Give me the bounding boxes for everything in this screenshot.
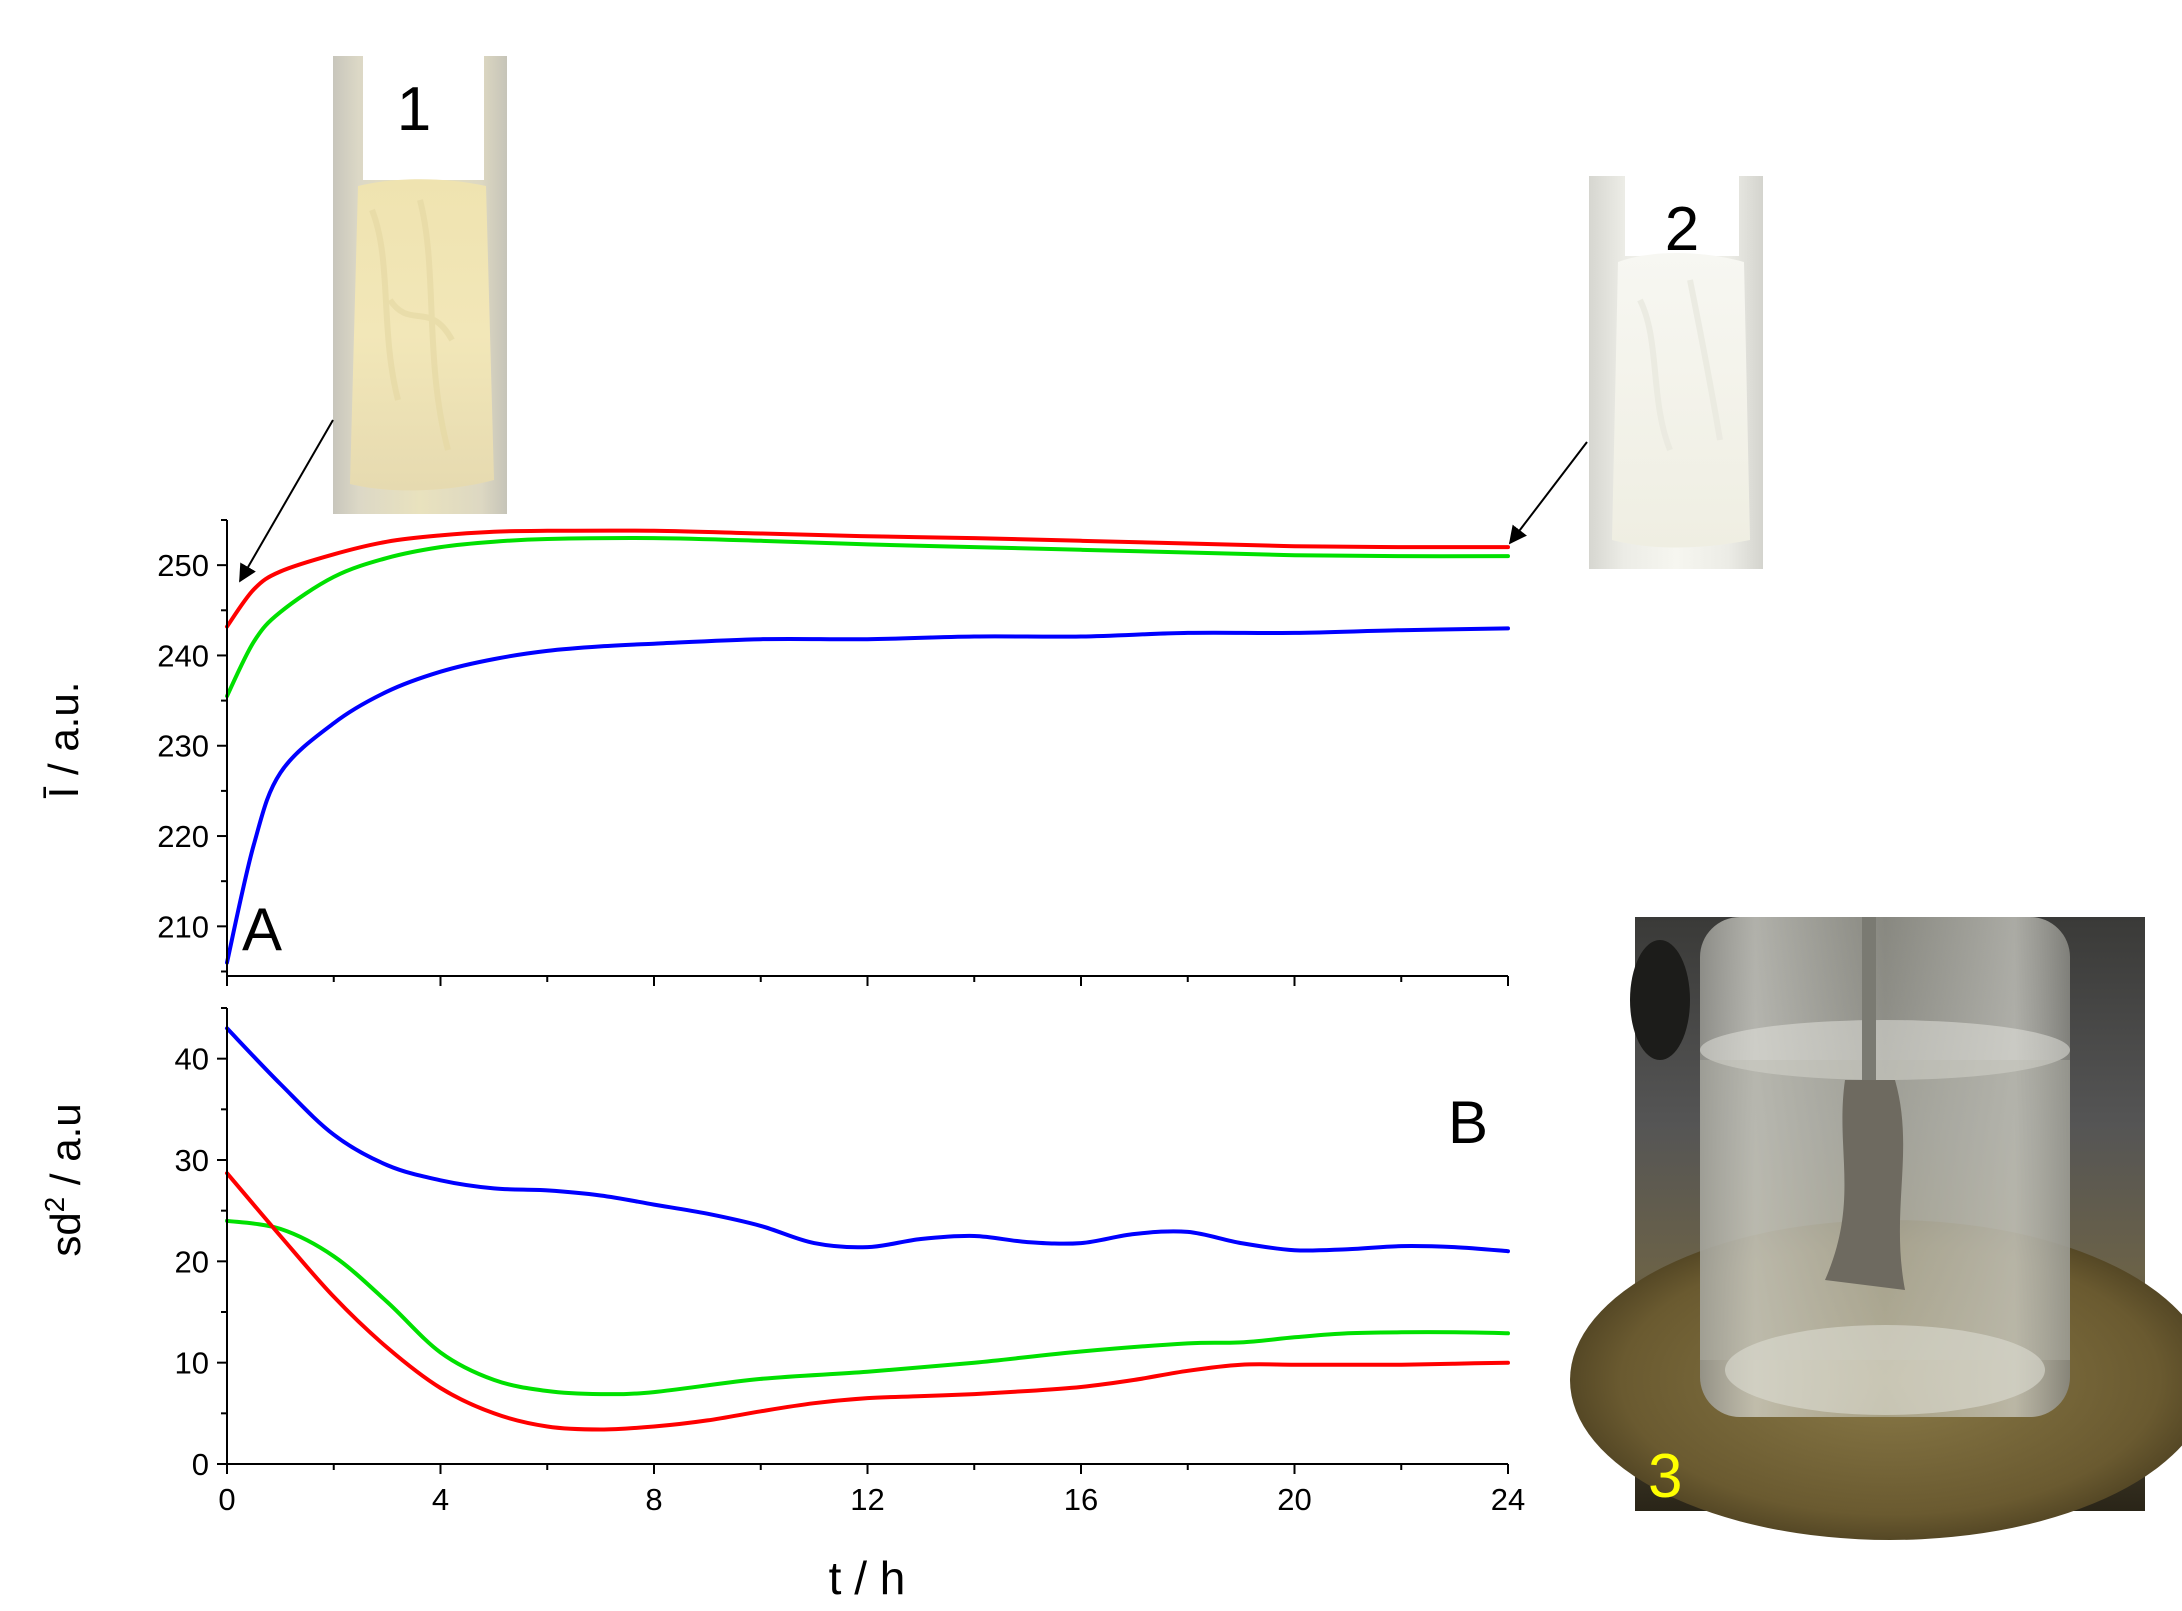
photo-3-label: 3 bbox=[1648, 1442, 1682, 1511]
panel-a-y-axis-title: Ī / a.u. bbox=[40, 682, 87, 799]
x-tick-label: 8 bbox=[645, 1482, 662, 1517]
panel-b: 0 10 20 30 40 0 4 8 12 16 20 24 B sd2 / a.u t / h bbox=[39, 1007, 1525, 1604]
x-tick-label: 4 bbox=[432, 1482, 449, 1517]
beaker-photo: 3 bbox=[1570, 917, 2182, 1540]
x-tick-label: 20 bbox=[1277, 1482, 1311, 1517]
arrow-sample-1 bbox=[239, 419, 334, 583]
arrow-sample-2 bbox=[1508, 441, 1588, 545]
panel-b-y-tick-label: 20 bbox=[175, 1244, 209, 1279]
sample-2-label: 2 bbox=[1665, 195, 1699, 264]
panel-a-y-ticks: 210 220 230 240 250 bbox=[157, 519, 227, 973]
x-tick-label: 24 bbox=[1491, 1482, 1525, 1517]
panel-a-label: A bbox=[242, 896, 282, 963]
panel-b-y-tick-label: 10 bbox=[175, 1346, 209, 1381]
panel-b-series bbox=[225, 1026, 1510, 1432]
x-tick-label: 0 bbox=[218, 1482, 235, 1517]
panel-a-y-tick-label: 220 bbox=[157, 819, 209, 854]
panel-b-series-line-2 bbox=[225, 1218, 1510, 1397]
sample-1-image: 1 bbox=[333, 56, 507, 514]
panel-b-series-line-3 bbox=[225, 1171, 1510, 1432]
panel-a-series-line-2 bbox=[225, 536, 1510, 699]
panel-a-x-ticks bbox=[226, 976, 1509, 986]
panel-b-y-axis-title-suffix: / a.u bbox=[42, 1103, 89, 1196]
panel-b-y-ticks: 0 10 20 30 40 bbox=[175, 1007, 227, 1482]
panel-b-y-tick-label: 0 bbox=[192, 1447, 209, 1482]
sample-2-image: 2 bbox=[1589, 176, 1763, 569]
panel-a-y-tick-label: 230 bbox=[157, 729, 209, 764]
x-axis-title: t / h bbox=[829, 1552, 906, 1604]
panel-b-series-line-1 bbox=[225, 1026, 1510, 1254]
panel-b-y-axis-title-main: sd bbox=[42, 1212, 89, 1256]
panel-b-y-axis-title-sup: 2 bbox=[39, 1197, 70, 1213]
panel-a-y-tick-label: 250 bbox=[157, 548, 209, 583]
panel-a-series bbox=[225, 528, 1510, 965]
panel-b-y-axis-title: sd2 / a.u bbox=[39, 1103, 89, 1256]
sample-1-label: 1 bbox=[397, 75, 431, 144]
panel-b-y-tick-label: 40 bbox=[175, 1042, 209, 1077]
panel-a-series-line-3 bbox=[225, 626, 1510, 965]
panel-a-series-line-1 bbox=[225, 528, 1510, 629]
panel-a: 210 220 230 240 250 A Ī / a.u. bbox=[40, 519, 1510, 986]
panel-b-y-tick-label: 30 bbox=[175, 1143, 209, 1178]
panel-b-label: B bbox=[1448, 1089, 1488, 1156]
panel-a-y-tick-label: 210 bbox=[157, 909, 209, 944]
x-tick-label: 12 bbox=[850, 1482, 884, 1517]
panel-b-x-ticks: 0 4 8 12 16 20 24 bbox=[218, 1464, 1525, 1517]
panel-a-y-tick-label: 240 bbox=[157, 638, 209, 673]
x-tick-label: 16 bbox=[1064, 1482, 1098, 1517]
